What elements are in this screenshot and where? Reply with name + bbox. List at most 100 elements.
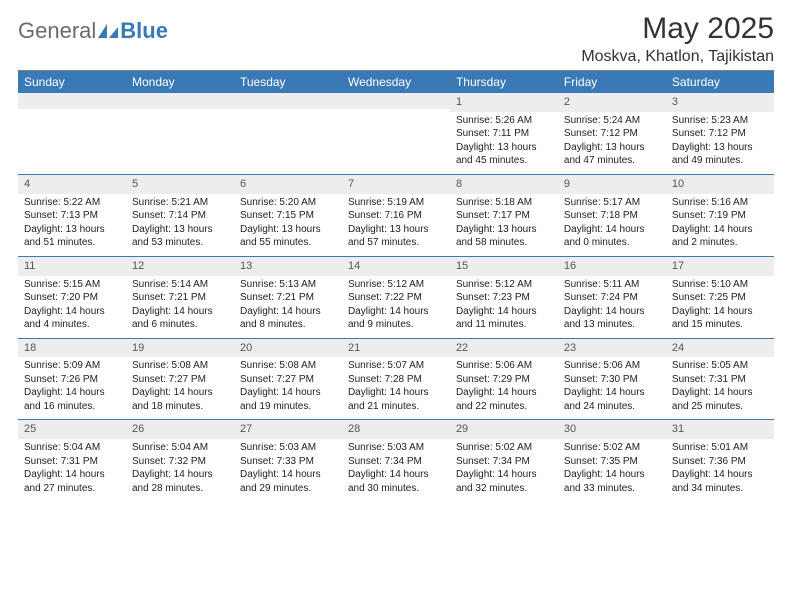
sunrise-text: Sunrise: 5:09 AM xyxy=(24,359,120,373)
daylight-text: Daylight: 13 hours and 45 minutes. xyxy=(456,141,552,168)
day-cell: 28 Sunrise: 5:03 AMSunset: 7:34 PMDayligh… xyxy=(342,420,450,501)
dow-cell: Saturday xyxy=(666,71,774,93)
day-cell: 13Sunrise: 5:13 AMSunset: 7:21 PMDayligh… xyxy=(234,257,342,338)
sunrise-text: Sunrise: 5:08 AM xyxy=(132,359,228,373)
day-body: Sunrise: 5:23 AMSunset: 7:12 PMDaylight:… xyxy=(666,112,774,174)
sunset-text: Sunset: 7:21 PM xyxy=(240,291,336,305)
daylight-text: Daylight: 13 hours and 49 minutes. xyxy=(672,141,768,168)
week-row: 1Sunrise: 5:26 AMSunset: 7:11 PMDaylight… xyxy=(18,93,774,174)
day-number: 10 xyxy=(666,175,774,194)
sunrise-text: Sunrise: 5:19 AM xyxy=(348,196,444,210)
day-body: Sunrise: 5:05 AMSunset: 7:31 PMDaylight:… xyxy=(666,357,774,419)
day-cell: 2Sunrise: 5:24 AMSunset: 7:12 PMDaylight… xyxy=(558,93,666,174)
daylight-text: Daylight: 14 hours and 16 minutes. xyxy=(24,386,120,413)
sunset-text: Sunset: 7:31 PM xyxy=(24,455,120,469)
sunrise-text: Sunrise: 5:06 AM xyxy=(564,359,660,373)
sunrise-text: Sunrise: 5:18 AM xyxy=(456,196,552,210)
sunrise-text: Sunrise: 5:13 AM xyxy=(240,278,336,292)
daylight-text: Daylight: 14 hours and 22 minutes. xyxy=(456,386,552,413)
day-body: Sunrise: 5:02 AMSunset: 7:34 PMDaylight:… xyxy=(450,439,558,501)
day-body xyxy=(342,109,450,117)
day-body: Sunrise: 5:17 AMSunset: 7:18 PMDaylight:… xyxy=(558,194,666,256)
sunset-text: Sunset: 7:34 PM xyxy=(348,455,444,469)
daylight-text: Daylight: 14 hours and 19 minutes. xyxy=(240,386,336,413)
day-body: Sunrise: 5:15 AMSunset: 7:20 PMDaylight:… xyxy=(18,276,126,338)
sunset-text: Sunset: 7:18 PM xyxy=(564,209,660,223)
daylight-text: Daylight: 14 hours and 6 minutes. xyxy=(132,305,228,332)
day-number: 21 xyxy=(342,339,450,358)
sunset-text: Sunset: 7:27 PM xyxy=(240,373,336,387)
daylight-text: Daylight: 14 hours and 34 minutes. xyxy=(672,468,768,495)
day-body: Sunrise: 5:16 AMSunset: 7:19 PMDaylight:… xyxy=(666,194,774,256)
daylight-text: Daylight: 14 hours and 25 minutes. xyxy=(672,386,768,413)
week-row: 11Sunrise: 5:15 AMSunset: 7:20 PMDayligh… xyxy=(18,256,774,338)
day-number: 31 xyxy=(666,420,774,439)
day-body: Sunrise: 5:08 AMSunset: 7:27 PMDaylight:… xyxy=(126,357,234,419)
day-number: 22 xyxy=(450,339,558,358)
sunrise-text: Sunrise: 5:15 AM xyxy=(24,278,120,292)
daylight-text: Daylight: 14 hours and 15 minutes. xyxy=(672,305,768,332)
day-number: 12 xyxy=(126,257,234,276)
day-number: 18 xyxy=(18,339,126,358)
day-cell: 6Sunrise: 5:20 AMSunset: 7:15 PMDaylight… xyxy=(234,175,342,256)
day-of-week-header: SundayMondayTuesdayWednesdayThursdayFrid… xyxy=(18,71,774,93)
day-cell: 14Sunrise: 5:12 AMSunset: 7:22 PMDayligh… xyxy=(342,257,450,338)
sunrise-text: Sunrise: 5:26 AM xyxy=(456,114,552,128)
day-number: 1 xyxy=(450,93,558,112)
sunset-text: Sunset: 7:25 PM xyxy=(672,291,768,305)
day-number xyxy=(18,93,126,109)
day-cell: 16Sunrise: 5:11 AMSunset: 7:24 PMDayligh… xyxy=(558,257,666,338)
logo-sail-icon xyxy=(98,24,118,38)
sunrise-text: Sunrise: 5:07 AM xyxy=(348,359,444,373)
daylight-text: Daylight: 14 hours and 13 minutes. xyxy=(564,305,660,332)
daylight-text: Daylight: 13 hours and 55 minutes. xyxy=(240,223,336,250)
daylight-text: Daylight: 14 hours and 9 minutes. xyxy=(348,305,444,332)
sunrise-text: Sunrise: 5:08 AM xyxy=(240,359,336,373)
day-number: 23 xyxy=(558,339,666,358)
sunset-text: Sunset: 7:29 PM xyxy=(456,373,552,387)
sunrise-text: Sunrise: 5:04 AM xyxy=(132,441,228,455)
daylight-text: Daylight: 14 hours and 21 minutes. xyxy=(348,386,444,413)
sunrise-text: Sunrise: 5:06 AM xyxy=(456,359,552,373)
sunrise-text: Sunrise: 5:12 AM xyxy=(456,278,552,292)
sunrise-text: Sunrise: 5:02 AM xyxy=(456,441,552,455)
day-body: Sunrise: 5:26 AMSunset: 7:11 PMDaylight:… xyxy=(450,112,558,174)
day-cell: 19Sunrise: 5:08 AMSunset: 7:27 PMDayligh… xyxy=(126,339,234,420)
day-cell: 25Sunrise: 5:04 AMSunset: 7:31 PMDayligh… xyxy=(18,420,126,501)
day-cell: 30Sunrise: 5:02 AMSunset: 7:35 PMDayligh… xyxy=(558,420,666,501)
sunset-text: Sunset: 7:34 PM xyxy=(456,455,552,469)
daylight-text: Daylight: 14 hours and 2 minutes. xyxy=(672,223,768,250)
day-cell: 24Sunrise: 5:05 AMSunset: 7:31 PMDayligh… xyxy=(666,339,774,420)
day-body: Sunrise: 5:06 AMSunset: 7:29 PMDaylight:… xyxy=(450,357,558,419)
sunrise-text: Sunrise: 5:03 AM xyxy=(348,441,444,455)
sunrise-text: Sunrise: 5:04 AM xyxy=(24,441,120,455)
day-number: 19 xyxy=(126,339,234,358)
dow-cell: Friday xyxy=(558,71,666,93)
day-body xyxy=(18,109,126,117)
sunset-text: Sunset: 7:17 PM xyxy=(456,209,552,223)
sunrise-text: Sunrise: 5:20 AM xyxy=(240,196,336,210)
week-row: 18Sunrise: 5:09 AMSunset: 7:26 PMDayligh… xyxy=(18,338,774,420)
sunset-text: Sunset: 7:20 PM xyxy=(24,291,120,305)
day-number: 28 xyxy=(342,420,450,439)
day-cell: 5Sunrise: 5:21 AMSunset: 7:14 PMDaylight… xyxy=(126,175,234,256)
day-number: 7 xyxy=(342,175,450,194)
day-body: Sunrise: 5:01 AMSunset: 7:36 PMDaylight:… xyxy=(666,439,774,501)
dow-cell: Sunday xyxy=(18,71,126,93)
day-number: 30 xyxy=(558,420,666,439)
week-row: 25Sunrise: 5:04 AMSunset: 7:31 PMDayligh… xyxy=(18,419,774,501)
day-cell: 29Sunrise: 5:02 AMSunset: 7:34 PMDayligh… xyxy=(450,420,558,501)
day-cell: 15Sunrise: 5:12 AMSunset: 7:23 PMDayligh… xyxy=(450,257,558,338)
day-number: 25 xyxy=(18,420,126,439)
daylight-text: Daylight: 14 hours and 30 minutes. xyxy=(348,468,444,495)
day-body: Sunrise: 5:04 AMSunset: 7:31 PMDaylight:… xyxy=(18,439,126,501)
sunset-text: Sunset: 7:35 PM xyxy=(564,455,660,469)
day-body xyxy=(126,109,234,117)
sunrise-text: Sunrise: 5:22 AM xyxy=(24,196,120,210)
day-number: 15 xyxy=(450,257,558,276)
daylight-text: Daylight: 14 hours and 24 minutes. xyxy=(564,386,660,413)
day-cell: 27Sunrise: 5:03 AMSunset: 7:33 PMDayligh… xyxy=(234,420,342,501)
sunset-text: Sunset: 7:31 PM xyxy=(672,373,768,387)
day-cell xyxy=(342,93,450,174)
sunset-text: Sunset: 7:27 PM xyxy=(132,373,228,387)
